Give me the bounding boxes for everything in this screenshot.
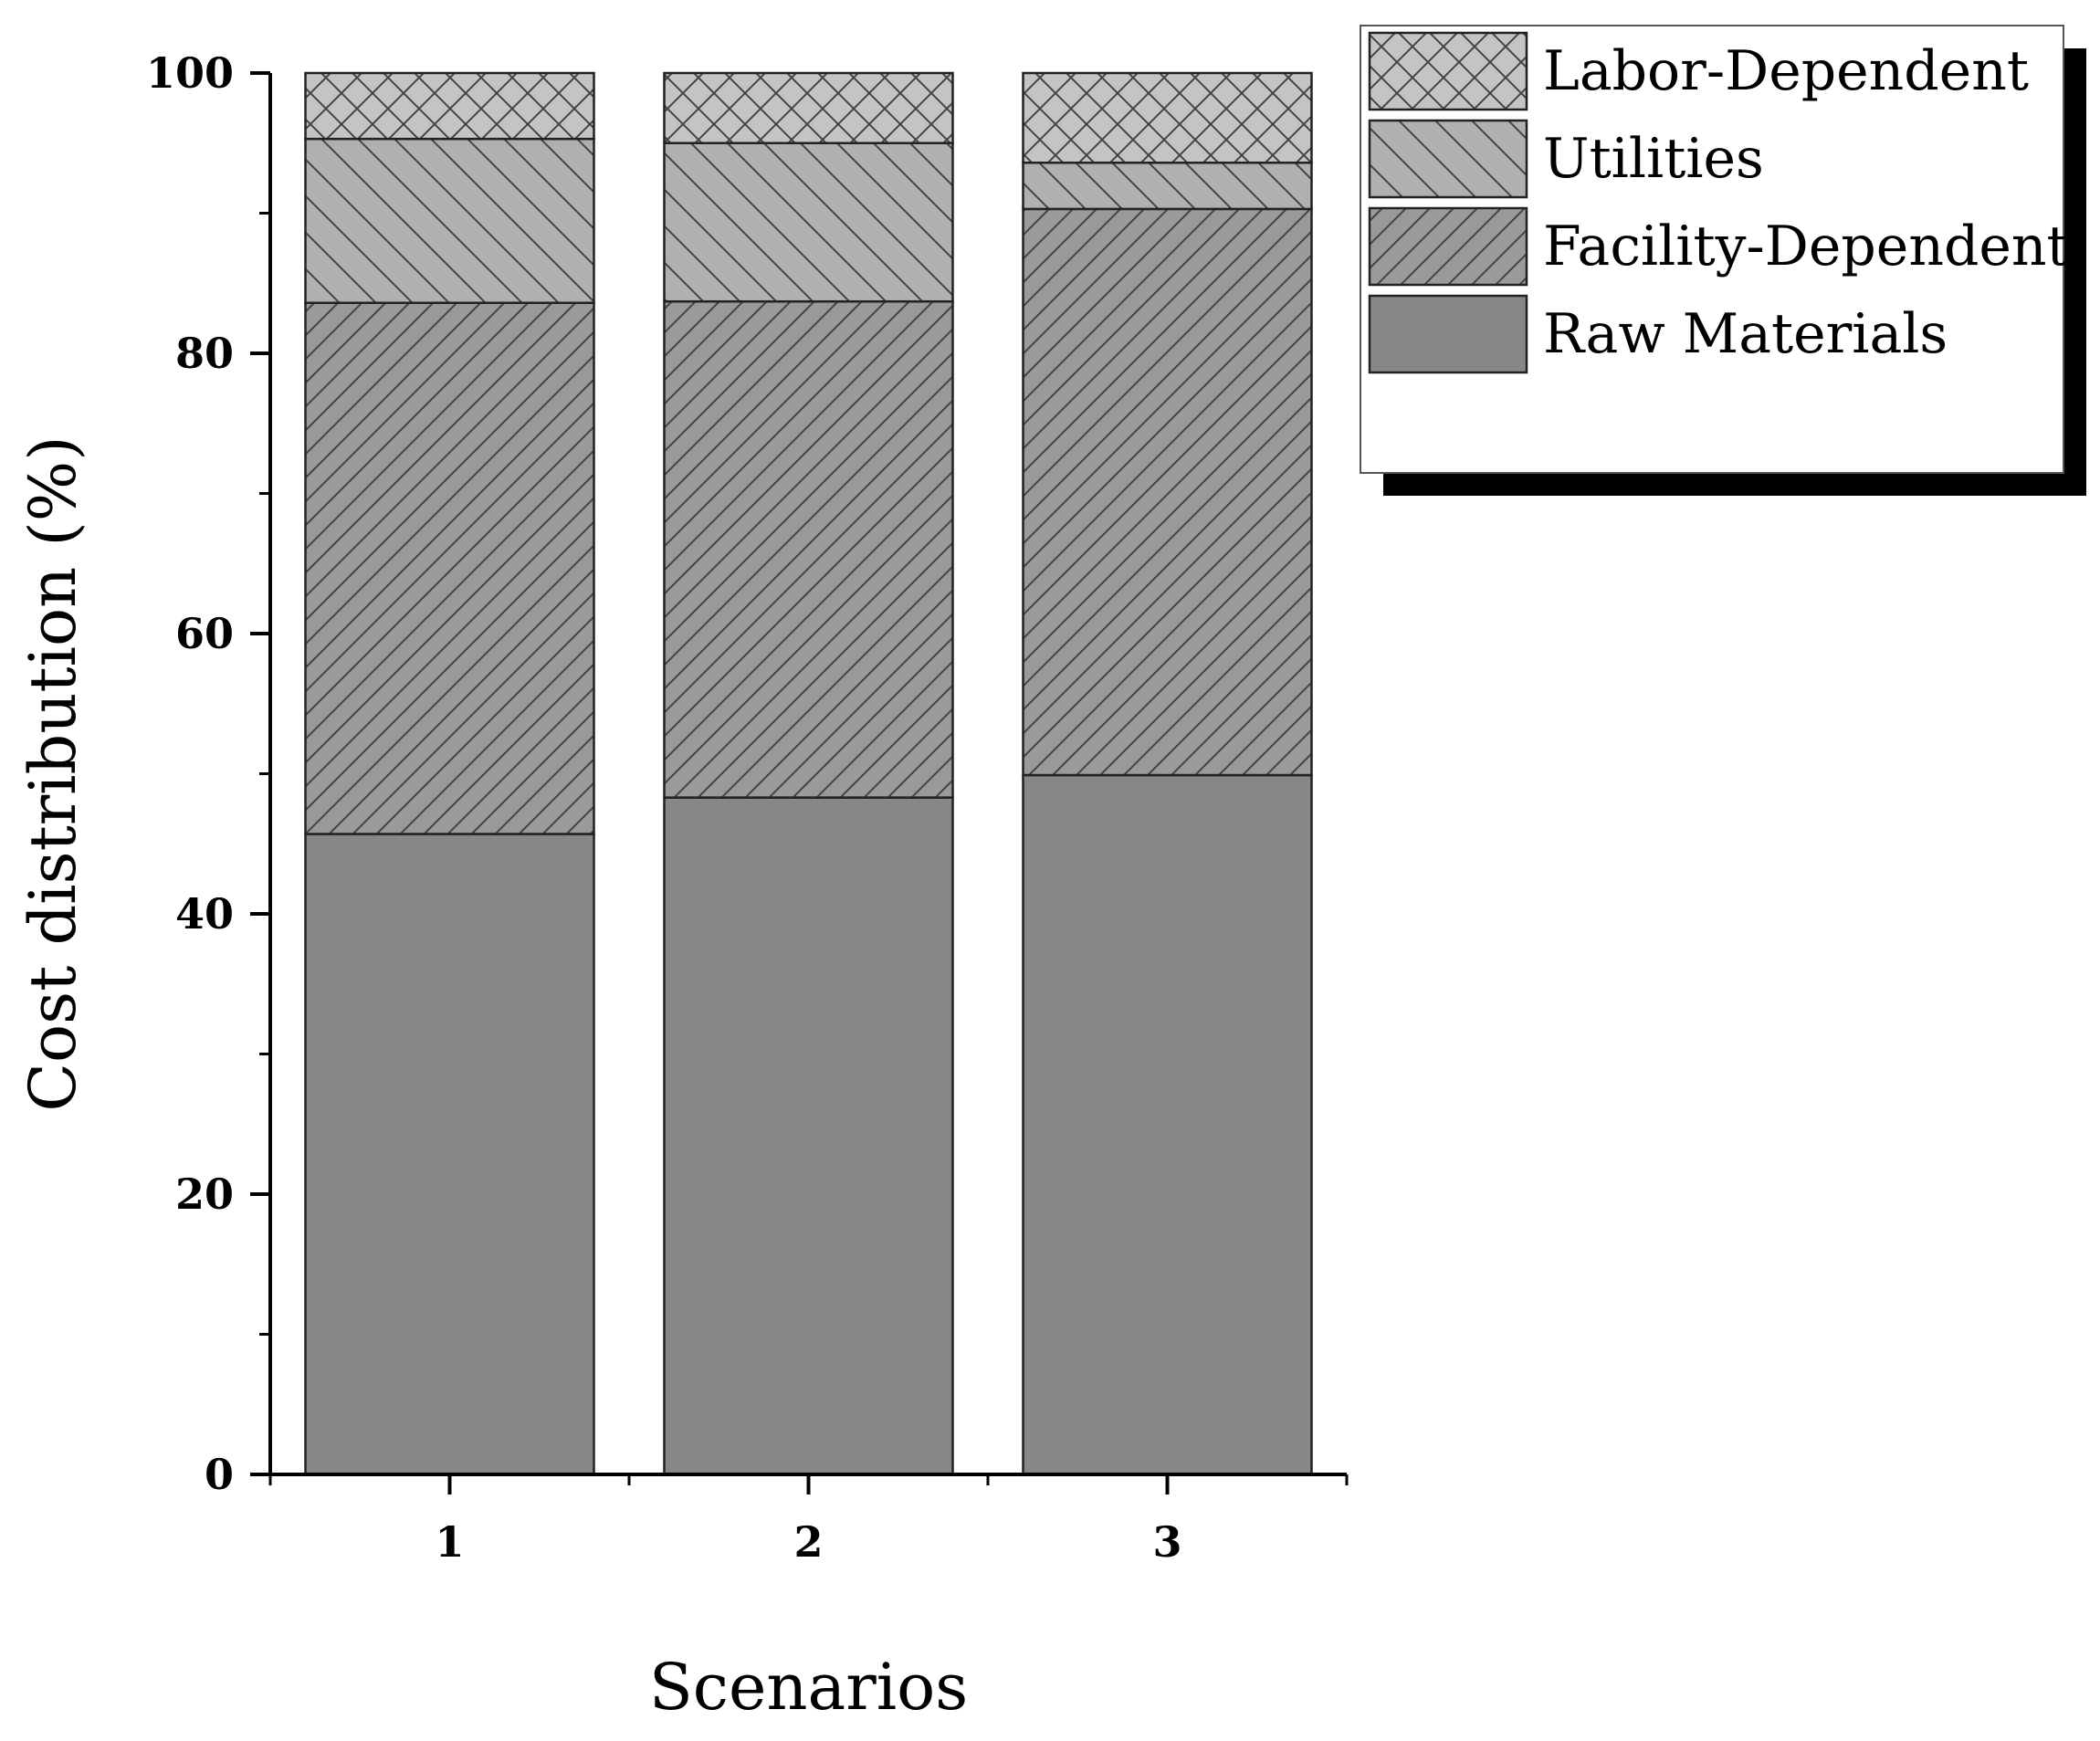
legend: Labor-Dependent Utilities Facility-Depende… (1360, 25, 2086, 496)
bar-labor-dependent-scenario-3 (1022, 71, 1313, 164)
y-tick-label: 0 (205, 1450, 234, 1499)
bar-raw-materials-scenario-3 (1022, 773, 1313, 1476)
y-tick-label: 60 (175, 609, 234, 658)
y-tick-label: 100 (146, 48, 234, 98)
legend-swatch (1368, 294, 1528, 374)
axes-layer: 0 20 40 60 80 100 1 2 3 Scenarios Cost distributio… (16, 48, 1349, 1725)
legend-swatch (1368, 119, 1528, 199)
legend-label: Facility-Dependent (1543, 215, 2069, 278)
x-axis-title: Scenarios (649, 1650, 968, 1725)
bar-raw-materials-scenario-2 (663, 796, 954, 1476)
legend-swatch (1368, 206, 1528, 287)
bar-facility-dependent-scenario-3 (1022, 207, 1313, 777)
bar-utilities-scenario-3 (1022, 161, 1313, 211)
x-tick-label: 1 (435, 1517, 464, 1567)
bar-utilities-scenario-2 (663, 142, 954, 303)
y-tick-label: 40 (175, 889, 234, 939)
x-tick-label: 3 (1152, 1517, 1181, 1567)
y-tick-label: 20 (175, 1169, 234, 1219)
bar-raw-materials-scenario-1 (304, 833, 595, 1476)
y-tick-label: 80 (175, 329, 234, 378)
bars-layer (304, 71, 1313, 1476)
y-axis-title: Cost distribution (%) (16, 435, 90, 1111)
x-tick-label: 2 (793, 1517, 823, 1567)
legend-label: Labor-Dependent (1543, 39, 2029, 103)
bar-labor-dependent-scenario-2 (663, 71, 954, 144)
legend-label: Utilities (1543, 127, 1764, 191)
bar-utilities-scenario-1 (304, 137, 595, 304)
legend-swatch (1368, 31, 1528, 111)
bar-facility-dependent-scenario-1 (304, 301, 595, 835)
legend-label: Raw Materials (1543, 302, 1948, 366)
bar-facility-dependent-scenario-2 (663, 299, 954, 799)
bar-labor-dependent-scenario-1 (304, 71, 595, 141)
